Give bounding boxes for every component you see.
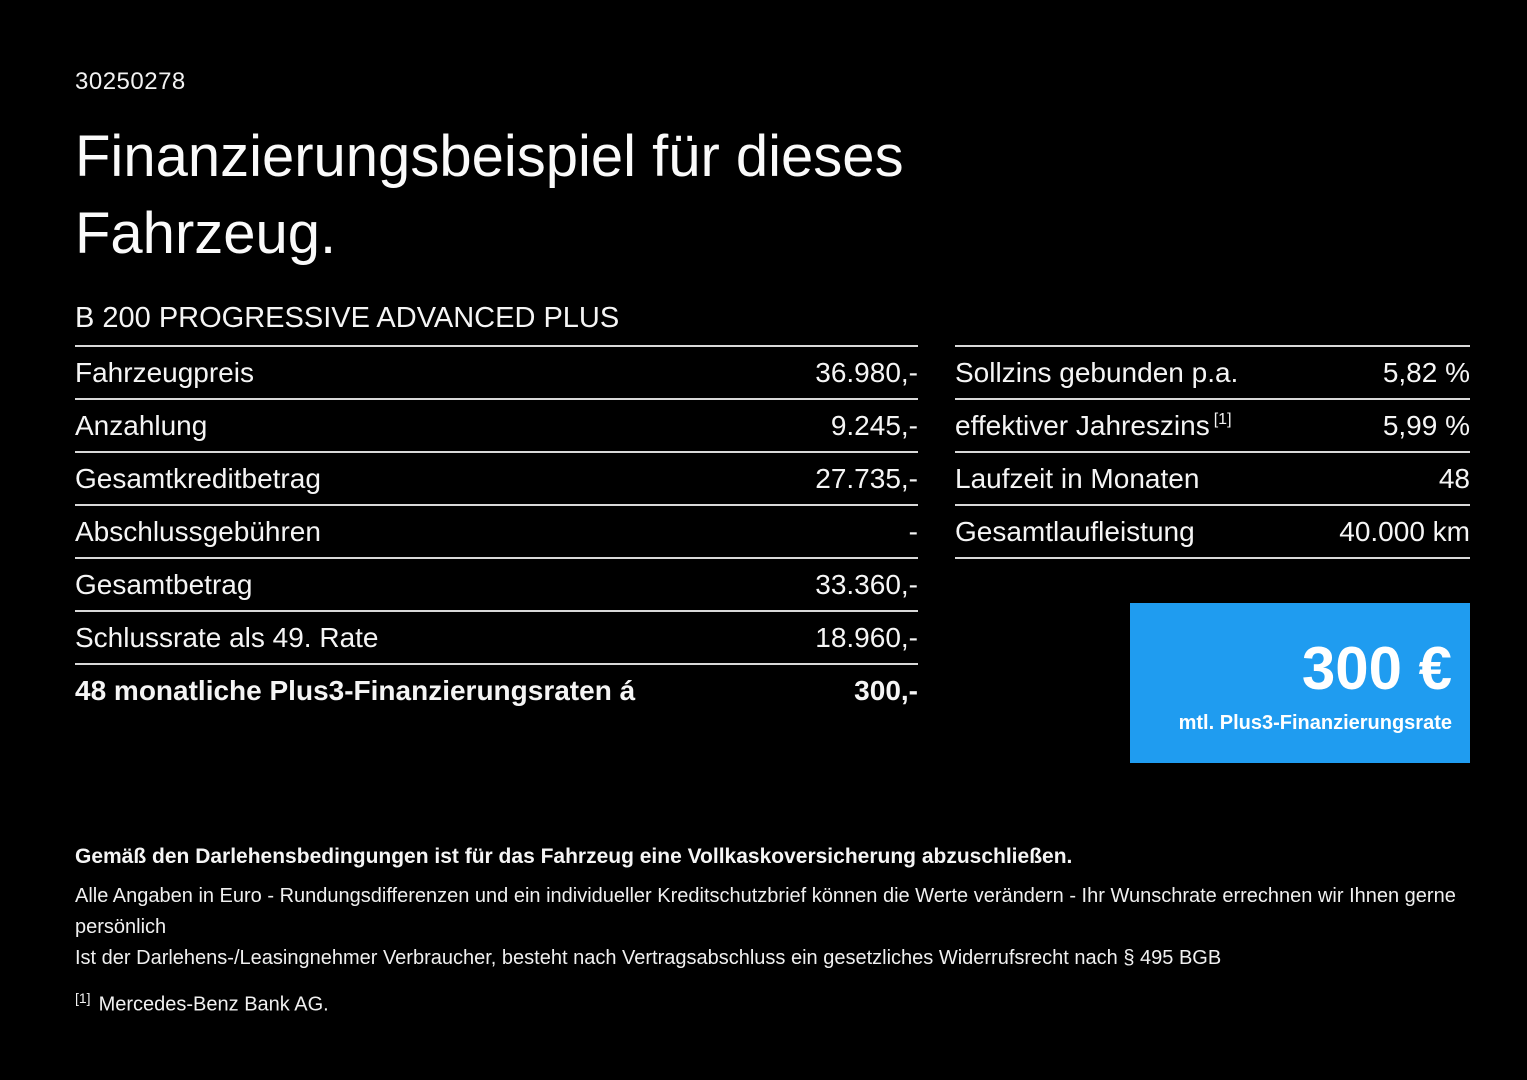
row-label: Schlussrate als 49. Rate xyxy=(75,621,379,653)
table-row: Laufzeit in Monaten 48 xyxy=(955,451,1470,504)
row-value: 48 xyxy=(1438,462,1470,494)
footnote-marker: [1] xyxy=(75,990,91,1006)
table-row: Gesamtlaufleistung 40.000 km xyxy=(955,504,1470,560)
vehicle-model: B 200 PROGRESSIVE ADVANCED PLUS xyxy=(75,302,620,335)
row-label: Abschlussgebühren xyxy=(75,515,321,547)
row-value: 5,82 % xyxy=(1382,356,1470,388)
table-row: Abschlussgebühren - xyxy=(75,504,918,557)
table-row: Fahrzeugpreis 36.980,- xyxy=(75,345,918,398)
rate-caption: mtl. Plus3-Finanzierungsrate xyxy=(1178,711,1452,734)
row-value: 300,- xyxy=(854,674,918,706)
row-value: 9.245,- xyxy=(830,409,918,441)
row-value: 40.000 km xyxy=(1339,515,1470,547)
insurance-note: Gemäß den Darlehensbedingungen ist für d… xyxy=(75,845,1073,868)
row-value: 18.960,- xyxy=(815,621,918,653)
row-value: - xyxy=(908,515,918,547)
monthly-rate-box: 300 € mtl. Plus3-Finanzierungsrate xyxy=(1130,603,1470,764)
table-row: effektiver Jahreszins [1] 5,99 % xyxy=(955,398,1470,451)
footnote-reference: [1] xyxy=(1213,411,1232,429)
row-label: Gesamtbetrag xyxy=(75,568,253,600)
row-value: 36.980,- xyxy=(815,356,918,388)
row-value: 33.360,- xyxy=(815,568,918,600)
document-id: 30250278 xyxy=(75,68,186,95)
table-row: Gesamtkreditbetrag 27.735,- xyxy=(75,451,918,504)
table-row: Schlussrate als 49. Rate 18.960,- xyxy=(75,610,918,663)
row-value: 5,99 % xyxy=(1382,409,1470,441)
page-title-line2: Fahrzeug. xyxy=(75,201,337,267)
footnote-text: Mercedes-Benz Bank AG. xyxy=(98,993,329,1016)
rate-amount: 300 € xyxy=(1301,634,1452,702)
row-label: effektiver Jahreszins [1] xyxy=(955,410,1232,442)
disclaimer-line1: Alle Angaben in Euro - Rundungsdifferenz… xyxy=(75,885,1456,938)
page-title: Finanzierungsbeispiel für dieses Fahrzeu… xyxy=(75,118,1470,272)
table-row: Sollzins gebunden p.a. 5,82 % xyxy=(955,345,1470,398)
row-label: Gesamtkreditbetrag xyxy=(75,462,321,494)
row-label: Gesamtlaufleistung xyxy=(955,515,1195,547)
row-label: Fahrzeugpreis xyxy=(75,356,254,388)
row-label-text: effektiver Jahreszins xyxy=(955,409,1210,441)
conditions-table: Sollzins gebunden p.a. 5,82 % effektiver… xyxy=(955,345,1470,560)
row-label: 48 monatliche Plus3-Finanzierungsraten á xyxy=(75,674,636,706)
table-row-monthly-rate: 48 monatliche Plus3-Finanzierungsraten á… xyxy=(75,663,918,716)
row-label: Anzahlung xyxy=(75,409,208,441)
tables-area: Fahrzeugpreis 36.980,- Anzahlung 9.245,-… xyxy=(75,345,1470,764)
table-row: Gesamtbetrag 33.360,- xyxy=(75,557,918,610)
financing-table: Fahrzeugpreis 36.980,- Anzahlung 9.245,-… xyxy=(75,345,918,716)
page-title-line1: Finanzierungsbeispiel für dieses xyxy=(75,124,904,189)
row-label: Laufzeit in Monaten xyxy=(955,462,1200,494)
row-value: 27.735,- xyxy=(815,462,918,494)
disclaimer-line2: Ist der Darlehens-/Leasingnehmer Verbrau… xyxy=(75,947,1222,969)
row-label: Sollzins gebunden p.a. xyxy=(955,356,1239,388)
table-row: Anzahlung 9.245,- xyxy=(75,398,918,451)
footer-notes: Gemäß den Darlehensbedingungen ist für d… xyxy=(75,845,1470,1017)
footnote: [1] Mercedes-Benz Bank AG. xyxy=(75,990,1470,1017)
conditions-column: Sollzins gebunden p.a. 5,82 % effektiver… xyxy=(955,345,1470,764)
